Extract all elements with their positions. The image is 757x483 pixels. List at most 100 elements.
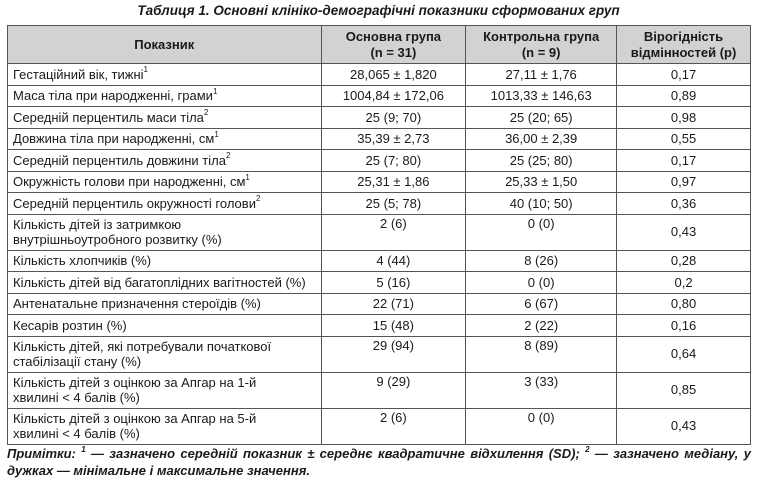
row-label-line2: хвилині < 4 балів (%) bbox=[13, 390, 140, 405]
row-label-cell: Окружність голови при народженні, см1 bbox=[7, 170, 322, 193]
note-text2: — зазначено медіану, у дужках — мінімаль… bbox=[7, 446, 751, 478]
table-row: Середній перцентиль маси тіла2 25 (9; 70)… bbox=[7, 106, 751, 129]
row-label-cell: Довжина тіла при народженні, см1 bbox=[7, 127, 322, 150]
main-group-value: 2 (6) bbox=[320, 407, 467, 445]
control-group-value: 1013,33 ± 146,63 bbox=[465, 84, 618, 107]
main-group-value: 22 (71) bbox=[320, 292, 467, 315]
row-label: Кількість хлопчиків (%) bbox=[13, 253, 152, 268]
note-sup2: 2 bbox=[585, 444, 590, 454]
header-main-group-n: (n = 31) bbox=[370, 44, 417, 60]
control-group-value: 8 (26) bbox=[465, 249, 618, 272]
main-group-value: 9 (29) bbox=[320, 371, 467, 409]
row-label-line2: хвилині < 4 балів (%) bbox=[13, 426, 140, 441]
row-label-cell: Середній перцентиль маси тіла2 bbox=[7, 106, 322, 129]
row-label-cell: Кесарів розтин (%) bbox=[7, 314, 322, 337]
row-label-sup: 1 bbox=[212, 86, 218, 96]
main-group-value: 35,39 ± 2,73 bbox=[320, 127, 467, 150]
p-value: 0,85 bbox=[616, 371, 751, 409]
p-value: 0,80 bbox=[616, 292, 751, 315]
control-group-value: 0 (0) bbox=[465, 213, 618, 251]
control-group-value: 25 (25; 80) bbox=[465, 149, 618, 172]
row-label-cell: Кількість дітей з оцінкою за Апгар на 5-… bbox=[7, 407, 322, 445]
main-group-value: 1004,84 ± 172,06 bbox=[320, 84, 467, 107]
note-label: Примітки: bbox=[7, 446, 76, 461]
table-row: Кількість хлопчиків (%) 4 (44) 8 (26) 0,28 bbox=[7, 249, 751, 272]
table-header-row: Показник Основна група (n = 31) Контроль… bbox=[7, 25, 751, 64]
table-row: Окружність голови при народженні, см1 25,… bbox=[7, 170, 751, 193]
table-row: Кількість дітей від багатоплідних вагітн… bbox=[7, 271, 751, 294]
demographics-table: Показник Основна група (n = 31) Контроль… bbox=[7, 25, 751, 445]
table-row: Середній перцентиль окружності голови2 25… bbox=[7, 192, 751, 215]
table-caption: Таблиця 1. Основні клініко-демографічні … bbox=[137, 3, 620, 18]
row-label-cell: Кількість дітей, які потребували початко… bbox=[7, 335, 322, 373]
row-label-cell: Антенатальне призначення стероїдів (%) bbox=[7, 292, 322, 315]
row-label-cell: Кількість дітей із затримкою внутрішньоут… bbox=[7, 213, 322, 251]
row-label-sup: 2 bbox=[203, 108, 209, 118]
row-label-sup: 2 bbox=[255, 194, 261, 204]
table-row: Кесарів розтин (%) 15 (48) 2 (22) 0,16 bbox=[7, 314, 751, 337]
control-group-value: 27,11 ± 1,76 bbox=[465, 63, 618, 86]
p-value: 0,98 bbox=[616, 106, 751, 129]
control-group-value: 3 (33) bbox=[465, 371, 618, 409]
row-label-sup: 1 bbox=[143, 65, 148, 75]
row-label-cell: Середній перцентиль довжини тіла2 bbox=[7, 149, 322, 172]
header-main-group-label: Основна група bbox=[345, 29, 442, 44]
table-row: Кількість дітей, які потребували початко… bbox=[7, 335, 751, 373]
control-group-value: 25,33 ± 1,50 bbox=[465, 170, 618, 193]
table-row: Гестаційний вік, тижні1 28,065 ± 1,820 27,… bbox=[7, 63, 751, 86]
note-sup1: 1 bbox=[81, 444, 86, 454]
p-value: 0,43 bbox=[616, 213, 751, 251]
row-label-line2: внутрішньоутробного розвитку (%) bbox=[13, 232, 222, 247]
row-label-cell: Середній перцентиль окружності голови2 bbox=[7, 192, 322, 215]
main-group-value: 28,065 ± 1,820 bbox=[320, 63, 467, 86]
p-value: 0,36 bbox=[616, 192, 751, 215]
row-label-cell: Гестаційний вік, тижні1 bbox=[7, 63, 322, 86]
control-group-value: 8 (89) bbox=[465, 335, 618, 373]
p-value: 0,43 bbox=[616, 407, 751, 445]
main-group-value: 29 (94) bbox=[320, 335, 467, 373]
p-value: 0,16 bbox=[616, 314, 751, 337]
p-value: 0,89 bbox=[616, 84, 751, 107]
header-indicator: Показник bbox=[7, 25, 322, 64]
header-control-group-label: Контрольна група bbox=[483, 29, 600, 44]
main-group-value: 5 (16) bbox=[320, 271, 467, 294]
p-value: 0,97 bbox=[616, 170, 751, 193]
note-text1: — зазначено середній показник ± середнє … bbox=[91, 446, 580, 461]
main-group-value: 25 (9; 70) bbox=[320, 106, 467, 129]
header-control-group: Контрольна група (n = 9) bbox=[465, 25, 618, 64]
header-significance: Вірогідність відмінностей (p) bbox=[616, 25, 751, 64]
row-label-cell: Маса тіла при народженні, грами1 bbox=[7, 84, 322, 107]
row-label: Кесарів розтин (%) bbox=[13, 317, 127, 333]
table-row: Кількість дітей із затримкою внутрішньоут… bbox=[7, 213, 751, 251]
row-label: Кількість дітей із затримкою bbox=[13, 216, 182, 232]
control-group-value: 0 (0) bbox=[465, 271, 618, 294]
control-group-value: 25 (20; 65) bbox=[465, 106, 618, 129]
table-row: Довжина тіла при народженні, см1 35,39 ± … bbox=[7, 127, 751, 150]
control-group-value: 0 (0) bbox=[465, 407, 618, 445]
header-main-group: Основна група (n = 31) bbox=[320, 25, 467, 64]
p-value: 0,17 bbox=[616, 149, 751, 172]
row-label: Довжина тіла при народженні, см bbox=[13, 131, 215, 146]
p-value: 0,28 bbox=[616, 249, 751, 272]
table-row: Кількість дітей з оцінкою за Апгар на 1-… bbox=[7, 371, 751, 409]
row-label: Гестаційний вік, тижні bbox=[13, 66, 144, 82]
main-group-value: 15 (48) bbox=[320, 314, 467, 337]
p-value: 0,55 bbox=[616, 127, 751, 150]
main-group-value: 25 (7; 80) bbox=[320, 149, 467, 172]
row-label: Середній перцентиль маси тіла bbox=[13, 109, 204, 125]
table-row: Кількість дітей з оцінкою за Апгар на 5-… bbox=[7, 407, 751, 445]
row-label: Кількість дітей з оцінкою за Апгар на 1-… bbox=[13, 374, 257, 390]
row-label: Середній перцентиль довжини тіла bbox=[13, 152, 226, 168]
control-group-value: 36,00 ± 2,39 bbox=[465, 127, 618, 150]
main-group-value: 2 (6) bbox=[320, 213, 467, 251]
table-note: Примітки: 1 — зазначено середній показни… bbox=[7, 445, 751, 479]
row-label: Середній перцентиль окружності голови bbox=[13, 195, 256, 211]
table-row: Маса тіла при народженні, грами1 1004,84 … bbox=[7, 84, 751, 107]
row-label-cell: Кількість хлопчиків (%) bbox=[7, 249, 322, 272]
row-label-sup: 1 bbox=[245, 172, 250, 182]
row-label-cell: Кількість дітей від багатоплідних вагітн… bbox=[7, 271, 322, 294]
p-value: 0,17 bbox=[616, 63, 751, 86]
main-group-value: 4 (44) bbox=[320, 249, 467, 272]
row-label-sup: 2 bbox=[225, 151, 231, 161]
header-control-group-n: (n = 9) bbox=[521, 44, 561, 60]
